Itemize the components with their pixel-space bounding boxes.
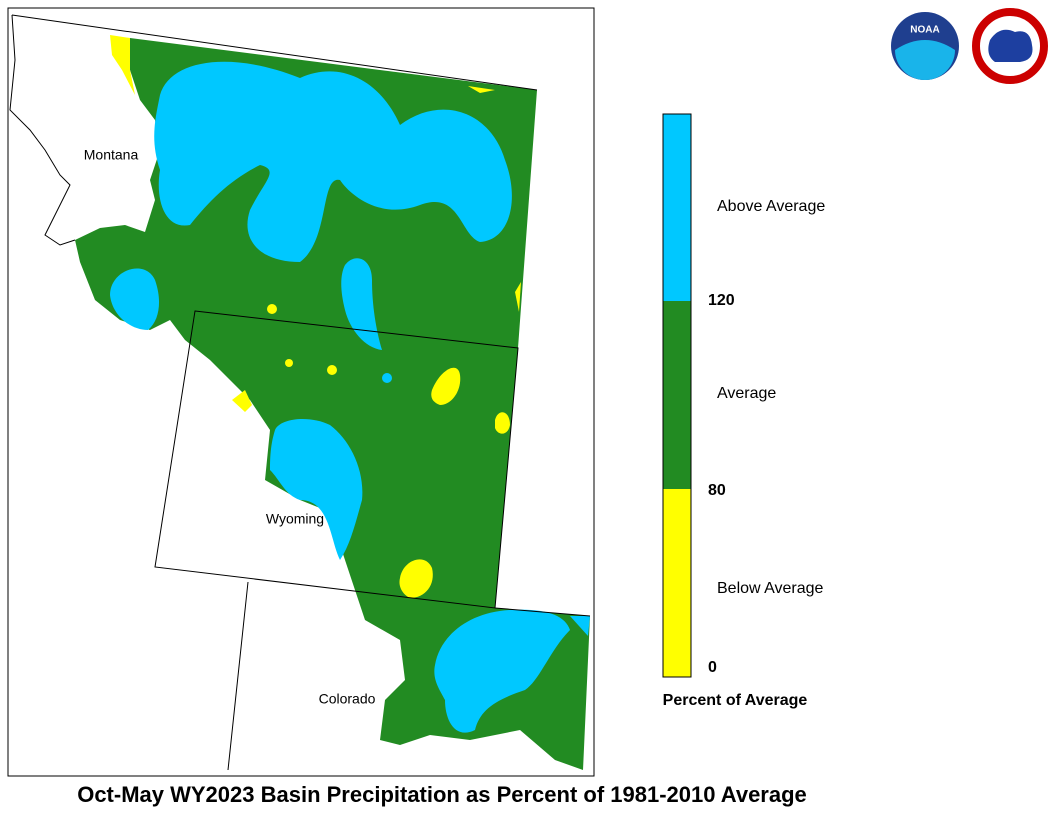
legend-swatch — [663, 489, 691, 677]
below-region — [515, 282, 521, 312]
below-region — [327, 365, 337, 375]
above-region — [341, 258, 382, 350]
state-label: Wyoming — [266, 511, 324, 527]
below-region — [285, 359, 293, 367]
above-region — [270, 418, 363, 560]
above-region — [434, 609, 570, 733]
legend-label: Below Average — [717, 580, 824, 597]
legend-label: Average — [717, 385, 776, 402]
legend-label: Above Average — [717, 198, 825, 215]
nws-logo-cloud — [988, 29, 1033, 62]
legend-tick: 120 — [708, 292, 735, 309]
below-region — [399, 559, 433, 598]
legend-swatch — [663, 301, 691, 489]
map-title: Oct-May WY2023 Basin Precipitation as Pe… — [77, 782, 807, 807]
legend-title: Percent of Average — [663, 692, 808, 709]
below-region — [110, 35, 135, 95]
legend-tick: 80 — [708, 482, 726, 499]
legend-tick: 0 — [708, 659, 717, 676]
state-label: Colorado — [319, 691, 376, 707]
logo-text: NATIONAL WEATHER SERVICE — [973, 3, 1047, 9]
state-boundary — [9, 14, 538, 246]
above-region — [382, 373, 392, 383]
above-region — [110, 268, 160, 330]
legend-frame — [662, 113, 692, 678]
below-region — [232, 390, 252, 412]
logo-text: NOAA — [910, 25, 939, 36]
noaa-logo-wave — [895, 40, 955, 80]
below-region — [431, 367, 461, 405]
average-region — [75, 38, 590, 770]
below-region — [468, 86, 495, 93]
below-region — [495, 412, 510, 434]
above-region — [570, 616, 590, 636]
state-boundary — [227, 581, 591, 771]
above-region — [154, 61, 512, 262]
state-label: Montana — [84, 147, 139, 163]
below-region — [267, 304, 277, 314]
legend-swatch — [663, 114, 691, 301]
